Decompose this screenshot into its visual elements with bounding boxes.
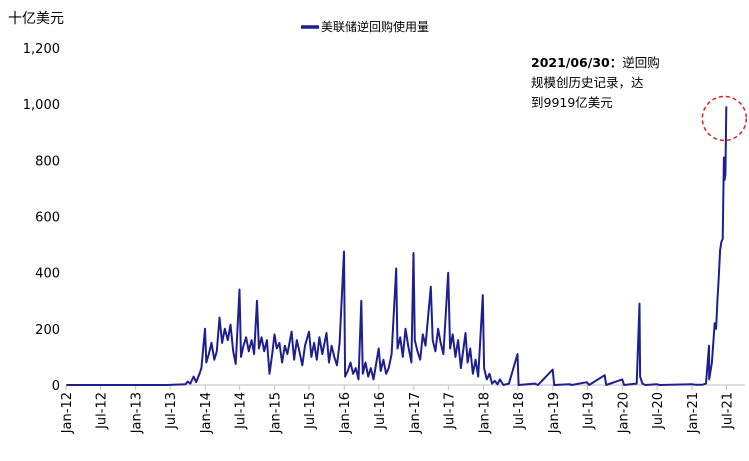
y-tick-label: 600 <box>35 211 60 226</box>
x-tick-label: Jan-17 <box>408 392 423 434</box>
x-tick-label: Jul-15 <box>303 392 318 430</box>
x-tick-label: Jan-20 <box>616 392 631 434</box>
x-tick-label: Jan-12 <box>60 392 75 434</box>
x-tick-label: Jul-12 <box>95 392 110 430</box>
annotation-line-2: 规模创历史记录，达 <box>531 75 644 90</box>
x-tick-label: Jan-16 <box>338 392 353 434</box>
x-tick-label: Jan-15 <box>269 392 284 434</box>
y-tick-label: 800 <box>35 154 60 169</box>
x-tick-label: Jul-21 <box>721 392 736 430</box>
x-tick-label: Jan-13 <box>130 392 145 434</box>
annotation-line-3: 到9919亿美元 <box>531 95 613 110</box>
x-tick-label: Jul-16 <box>373 392 388 430</box>
x-tick-label: Jul-20 <box>651 392 666 430</box>
legend-label: 美联储逆回购使用量 <box>321 19 429 34</box>
x-tick-label: Jul-17 <box>442 392 457 430</box>
annotation-line-1-rest: 逆回购 <box>622 55 660 70</box>
x-tick-label: Jan-18 <box>477 392 492 434</box>
annotation-line-1: 2021/06/30：逆回购 <box>531 55 660 70</box>
x-tick-label: Jan-14 <box>199 392 214 434</box>
y-tick-label: 1,200 <box>23 42 60 57</box>
y-unit-label: 十亿美元 <box>8 11 64 27</box>
x-tick-label: Jan-21 <box>686 392 701 434</box>
peak-highlight-circle <box>701 95 748 142</box>
annotation-date: 2021/06/30： <box>531 55 622 70</box>
series-line <box>66 106 728 386</box>
x-axis-ticks: Jan-12 Jul-12 Jan-13 Jul-13 Jan-14 Jul-14 Jan-… <box>60 385 736 434</box>
x-tick-label: Jul-13 <box>164 392 179 430</box>
legend: 美联储逆回购使用量 <box>301 19 429 34</box>
y-tick-label: 200 <box>35 323 60 338</box>
y-tick-label: 1,000 <box>23 98 60 113</box>
x-tick-label: Jul-19 <box>581 392 596 430</box>
x-tick-label: Jul-14 <box>234 392 249 430</box>
x-tick-label: Jul-18 <box>512 392 527 430</box>
y-tick-label: 0 <box>52 379 60 394</box>
y-axis-ticks: 0 200 400 600 800 1,000 1,200 <box>23 42 60 394</box>
y-tick-label: 400 <box>35 267 60 282</box>
x-tick-label: Jan-19 <box>547 392 562 434</box>
